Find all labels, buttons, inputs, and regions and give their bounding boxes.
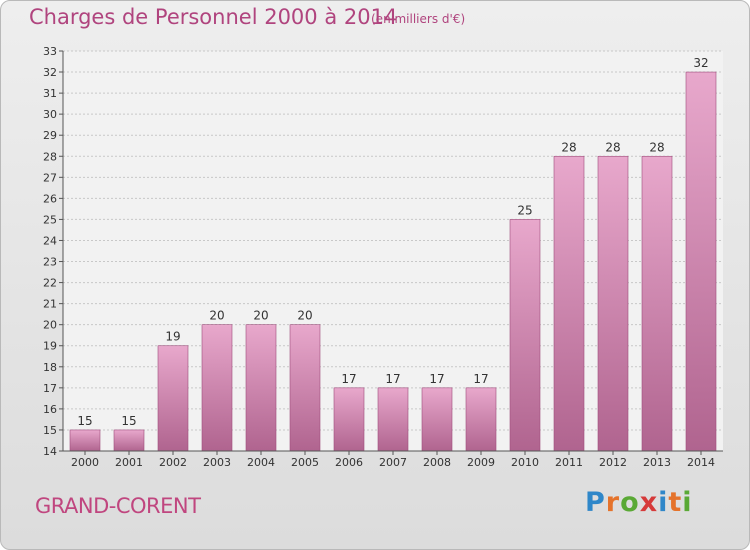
chart-title: Charges de Personnel 2000 à 2014 [29, 5, 398, 29]
y-tick-label: 33 [43, 45, 57, 58]
logo-letter: x [639, 487, 659, 518]
bar-2002 [157, 345, 189, 452]
value-label-2008: 17 [429, 372, 444, 386]
value-label-2011: 28 [561, 140, 576, 154]
chart-subtitle: (en milliers d'€) [371, 12, 466, 26]
bar-2006 [333, 387, 365, 452]
logo-letter: i [682, 487, 693, 518]
y-tick-label: 23 [43, 256, 57, 269]
proxiti-logo: Proxiti [585, 487, 693, 518]
axes: 14 15 16 17 18 19 20 21 22 23 24 25 26 27 28 29 30 31 32 33… [43, 45, 723, 469]
bars: 15 15 19 20 20 20 17 17 17 17 25 28 28 28 32 [69, 56, 717, 452]
x-tick-label-2012: 2012 [599, 456, 627, 469]
bar-2005 [289, 324, 321, 452]
bar-2013 [641, 155, 673, 452]
bar-2007 [377, 387, 409, 452]
x-tick-label-2004: 2004 [247, 456, 275, 469]
y-tick-label: 30 [43, 108, 57, 121]
value-label-2006: 17 [341, 372, 356, 386]
x-tick-label-2010: 2010 [511, 456, 539, 469]
x-tick-label-2000: 2000 [71, 456, 99, 469]
bar-2014 [685, 71, 717, 452]
value-label-2001: 15 [121, 414, 136, 428]
bar-2003 [201, 324, 233, 452]
value-label-2009: 17 [473, 372, 488, 386]
x-tick-label-2008: 2008 [423, 456, 451, 469]
x-tick-label-2003: 2003 [203, 456, 231, 469]
value-label-2014: 32 [693, 56, 708, 70]
value-label-2007: 17 [385, 372, 400, 386]
x-tick-label-2009: 2009 [467, 456, 495, 469]
logo-letter: t [668, 487, 683, 518]
x-tick-label-2011: 2011 [555, 456, 583, 469]
y-tick-label: 24 [43, 234, 57, 247]
y-tick-label: 16 [43, 403, 57, 416]
value-label-2005: 20 [297, 309, 312, 323]
value-label-2002: 19 [165, 330, 180, 344]
y-tick-label: 28 [43, 150, 57, 163]
value-label-2004: 20 [253, 309, 268, 323]
y-tick-label: 17 [43, 382, 57, 395]
y-tick-label: 22 [43, 277, 57, 290]
y-tick-label: 31 [43, 87, 57, 100]
logo-letter: r [605, 487, 621, 518]
y-tick-label: 26 [43, 192, 57, 205]
y-tick-label: 20 [43, 319, 57, 332]
bar-2009 [465, 387, 497, 452]
bar-2000 [69, 429, 101, 452]
logo-letter: P [585, 487, 606, 518]
bar-2012 [597, 155, 629, 452]
commune-name: GRAND-CORENT [35, 494, 201, 518]
value-label-2010: 25 [517, 203, 532, 217]
y-tick-label: 21 [43, 298, 57, 311]
value-label-2000: 15 [77, 414, 92, 428]
x-tick-label-2005: 2005 [291, 456, 319, 469]
logo-letter: i [658, 487, 669, 518]
x-tick-label-2001: 2001 [115, 456, 143, 469]
x-tick-label-2013: 2013 [643, 456, 671, 469]
value-label-2012: 28 [605, 140, 620, 154]
bar-2011 [553, 155, 585, 452]
x-tick-label-2014: 2014 [687, 456, 715, 469]
y-tick-label: 32 [43, 66, 57, 79]
y-tick-label: 27 [43, 171, 57, 184]
y-tick-label: 29 [43, 129, 57, 142]
y-tick-label: 19 [43, 340, 57, 353]
bar-2001 [113, 429, 145, 452]
value-label-2013: 28 [649, 140, 664, 154]
bar-2010 [509, 219, 541, 452]
bar-2004 [245, 324, 277, 452]
y-tick-label: 18 [43, 361, 57, 374]
y-tick-label: 25 [43, 213, 57, 226]
logo-letter: o [620, 487, 640, 518]
x-tick-label-2006: 2006 [335, 456, 363, 469]
x-tick-label-2007: 2007 [379, 456, 407, 469]
y-tick-label: 14 [43, 445, 57, 458]
y-tick-label: 15 [43, 424, 57, 437]
bar-2008 [421, 387, 453, 452]
x-tick-label-2002: 2002 [159, 456, 187, 469]
value-label-2003: 20 [209, 309, 224, 323]
